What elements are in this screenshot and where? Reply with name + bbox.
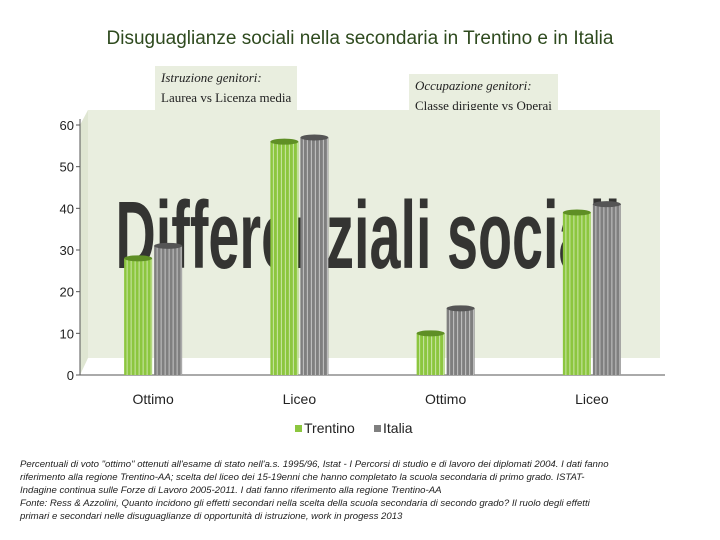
group-label-education-caption: Istruzione genitori: bbox=[161, 70, 262, 85]
legend-swatch bbox=[295, 425, 302, 432]
source-line: Indagine continua sulle Forze di Lavoro … bbox=[20, 485, 442, 496]
group-label-occupation-text: Classe dirigente vs Operai bbox=[415, 98, 552, 110]
x-tick-label: Ottimo bbox=[133, 391, 174, 407]
y-tick-label: 0 bbox=[67, 368, 74, 383]
group-label-education-text: Laurea vs Licenza media bbox=[161, 90, 292, 105]
bar bbox=[592, 204, 621, 375]
source-line: primari e secondari nelle disuguaglianze… bbox=[20, 511, 403, 522]
x-tick-label: Liceo bbox=[575, 391, 609, 407]
legend-label: Trentino bbox=[304, 420, 355, 436]
bar-cap bbox=[592, 201, 621, 208]
group-label-education: Istruzione genitori: Laurea vs Licenza m… bbox=[155, 66, 298, 110]
y-tick-label: 30 bbox=[60, 243, 74, 258]
y-tick-label: 60 bbox=[60, 118, 74, 133]
legend-label: Italia bbox=[383, 420, 413, 436]
bar bbox=[416, 333, 445, 375]
bar-cap bbox=[562, 209, 591, 216]
group-label-occupation: Occupazione genitori: Classe dirigente v… bbox=[409, 74, 558, 110]
group-label-occupation-caption: Occupazione genitori: bbox=[415, 78, 532, 93]
source-line: riferimento alla regione Trentino-AA; sc… bbox=[20, 472, 585, 483]
source-line: Percentuali di voto "ottimo" ottenuti al… bbox=[20, 459, 609, 470]
legend-swatch bbox=[374, 425, 381, 432]
chart-title: Disuguaglianze sociali nella secondaria … bbox=[106, 28, 614, 49]
y-tick-label: 50 bbox=[60, 160, 74, 175]
bar bbox=[562, 212, 591, 375]
bar bbox=[446, 308, 475, 375]
y-tick-label: 10 bbox=[60, 326, 74, 341]
bar bbox=[124, 258, 153, 375]
y-tick-label: 40 bbox=[60, 201, 74, 216]
bar-cap bbox=[416, 330, 445, 337]
bar-chart: Differenziali sociali 0 10 20 30 40 50 60 Ottimo… bbox=[60, 110, 665, 436]
bar-cap bbox=[154, 242, 183, 249]
bar bbox=[300, 137, 329, 375]
bar-cap bbox=[446, 305, 475, 312]
plot-panel-side bbox=[80, 110, 88, 375]
bar-cap bbox=[124, 255, 153, 262]
bar bbox=[154, 245, 183, 375]
y-tick-label: 20 bbox=[60, 285, 74, 300]
source-line: Fonte: Ress & Azzolini, Quanto incidono … bbox=[20, 498, 590, 509]
overlay-text: Differenziali sociali bbox=[116, 182, 621, 289]
bar-cap bbox=[270, 138, 299, 145]
source-note: Percentuali di voto "ottimo" ottenuti al… bbox=[20, 458, 710, 523]
x-tick-label: Ottimo bbox=[425, 391, 466, 407]
bar-cap bbox=[300, 134, 329, 141]
bar bbox=[270, 141, 299, 375]
x-tick-label: Liceo bbox=[283, 391, 317, 407]
